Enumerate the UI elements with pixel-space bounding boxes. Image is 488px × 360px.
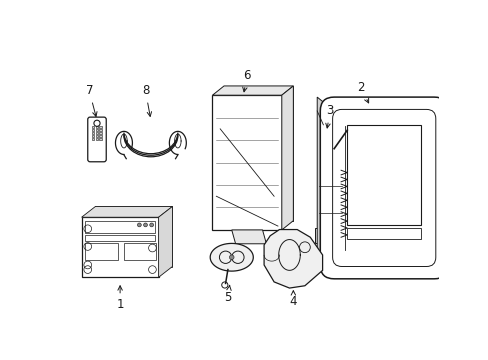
Circle shape [326,148,333,154]
Polygon shape [317,97,333,265]
Polygon shape [264,230,322,288]
Polygon shape [231,230,266,244]
FancyBboxPatch shape [320,97,447,279]
FancyBboxPatch shape [87,117,106,162]
Polygon shape [95,206,172,266]
Polygon shape [158,206,172,277]
Polygon shape [212,95,281,230]
Polygon shape [212,86,293,95]
Bar [318,151,341,236]
Bar [99,126,102,127]
Circle shape [137,223,141,227]
Bar [314,228,345,243]
Bar [92,135,94,137]
Bar [92,126,94,127]
Text: 6: 6 [242,69,250,92]
Circle shape [322,143,337,159]
Circle shape [143,223,147,227]
Bar [92,132,94,134]
Bar [96,132,98,134]
Circle shape [229,255,234,260]
Bar [85,221,154,233]
Polygon shape [81,206,172,217]
Text: 2: 2 [357,81,368,103]
Text: 4: 4 [289,291,297,308]
Polygon shape [224,86,293,221]
Bar [99,138,102,140]
Circle shape [221,282,227,288]
Bar [99,129,102,131]
Text: 5: 5 [224,285,231,304]
Text: 8: 8 [142,85,151,116]
Bar [346,228,420,239]
Polygon shape [281,86,293,230]
Text: 7: 7 [85,85,97,116]
Bar [96,135,98,137]
Circle shape [149,223,153,227]
Text: 1: 1 [116,286,123,311]
Polygon shape [81,217,158,277]
Circle shape [344,126,350,132]
Bar [85,235,154,241]
Bar [99,132,102,134]
Bar [92,138,94,140]
Bar [96,126,98,127]
Text: 3: 3 [325,104,333,128]
Bar [99,135,102,137]
Polygon shape [317,251,433,265]
Bar [123,243,156,260]
Polygon shape [210,243,253,271]
Bar [96,138,98,140]
Bar [85,243,118,260]
Bar [346,125,420,225]
Bar [92,129,94,131]
Bar [96,129,98,131]
